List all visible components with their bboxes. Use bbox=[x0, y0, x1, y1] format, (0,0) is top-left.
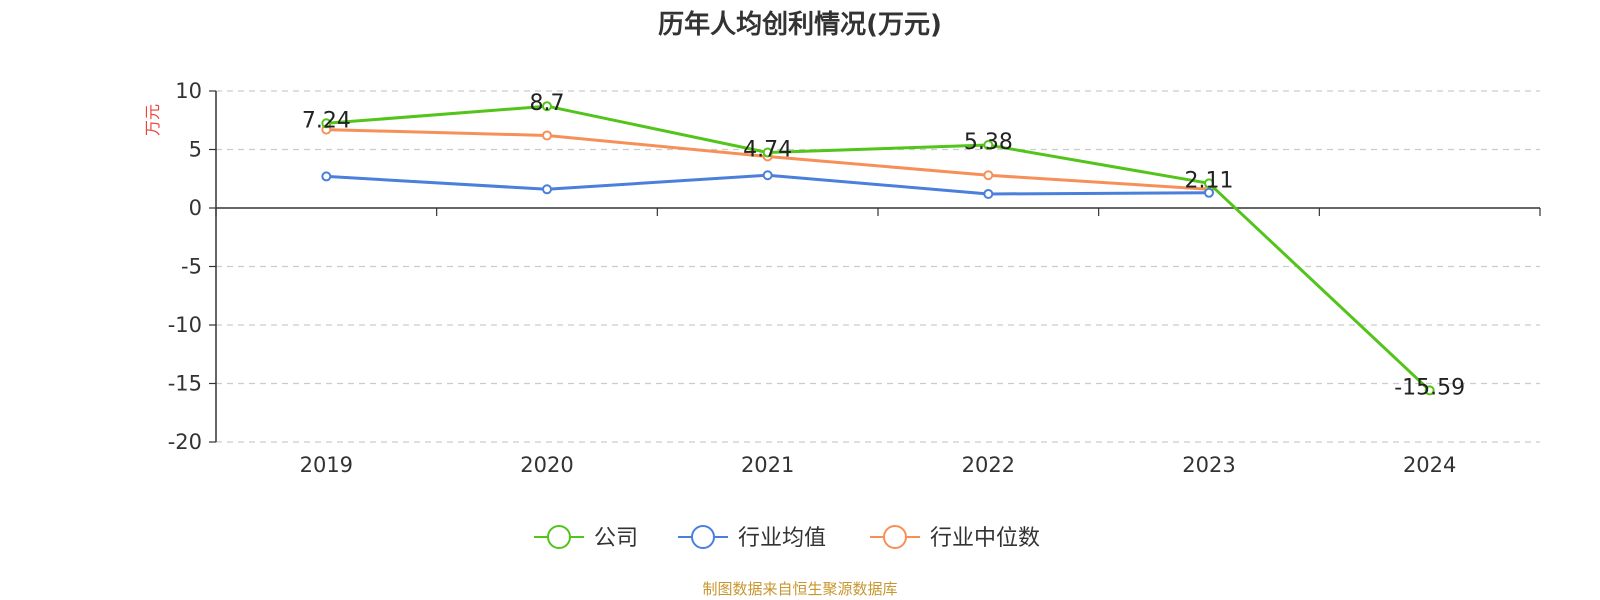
x-tick-label: 2020 bbox=[520, 453, 573, 477]
data-label: 4.74 bbox=[743, 138, 792, 163]
legend-label: 行业均值 bbox=[738, 526, 826, 551]
series-line bbox=[326, 104, 1431, 392]
y-axis-ticks: 10 5 0 -5 -10 -15 -20 bbox=[168, 79, 216, 454]
data-point bbox=[542, 101, 552, 112]
legend-marker bbox=[691, 525, 715, 549]
grid-lines bbox=[216, 90, 1540, 443]
data-label: 8.7 bbox=[530, 91, 565, 116]
y-tick-label: -20 bbox=[168, 430, 202, 454]
data-label: -15.59 bbox=[1394, 375, 1465, 400]
data-point bbox=[983, 170, 994, 181]
y-tick-label: -5 bbox=[181, 255, 202, 279]
y-tick-label: 0 bbox=[189, 196, 202, 220]
x-tick-label: 2022 bbox=[962, 453, 1015, 477]
data-label: 7.24 bbox=[302, 108, 351, 133]
y-axis-unit-label: 万元 bbox=[143, 104, 162, 136]
x-axis-ticks: 2019 2020 2021 2022 2023 2024 bbox=[215, 208, 1541, 477]
legend-item: 行业中位数 bbox=[870, 525, 1040, 551]
series-lines bbox=[321, 101, 1435, 396]
data-point bbox=[321, 118, 332, 129]
data-point bbox=[1204, 178, 1214, 189]
data-point bbox=[1204, 187, 1214, 198]
legend-label: 行业中位数 bbox=[930, 526, 1040, 551]
legend-label: 公司 bbox=[594, 526, 638, 551]
chart-title: 历年人均创利情况(万元) bbox=[658, 10, 942, 40]
data-point bbox=[762, 170, 773, 181]
y-tick-label: -15 bbox=[168, 372, 202, 396]
x-tick-label: 2021 bbox=[741, 453, 794, 477]
data-point bbox=[1424, 385, 1435, 396]
y-tick-label: -10 bbox=[168, 313, 202, 337]
y-tick-label: 10 bbox=[175, 79, 202, 103]
legend-item: 公司 bbox=[534, 525, 638, 551]
data-point bbox=[321, 171, 332, 182]
x-tick-label: 2019 bbox=[300, 453, 353, 477]
x-tick-label: 2024 bbox=[1403, 453, 1456, 477]
x-tick-label: 2023 bbox=[1182, 453, 1235, 477]
data-labels: 7.24 8.7 4.74 5.38 2.11 -15.59 bbox=[302, 91, 1465, 400]
data-point bbox=[983, 188, 994, 199]
legend-marker bbox=[547, 525, 571, 549]
legend-item: 行业均值 bbox=[678, 525, 826, 551]
legend-marker bbox=[883, 525, 907, 549]
data-label: 5.38 bbox=[964, 130, 1013, 155]
data-label: 2.11 bbox=[1185, 168, 1234, 193]
data-point bbox=[983, 140, 994, 151]
data-point bbox=[542, 184, 552, 195]
data-source-note: 制图数据来自恒生聚源数据库 bbox=[702, 580, 898, 598]
data-point bbox=[542, 130, 552, 141]
y-tick-label: 5 bbox=[189, 138, 202, 162]
legend: 公司 行业均值 行业中位数 bbox=[534, 525, 1040, 551]
data-point bbox=[762, 147, 773, 158]
